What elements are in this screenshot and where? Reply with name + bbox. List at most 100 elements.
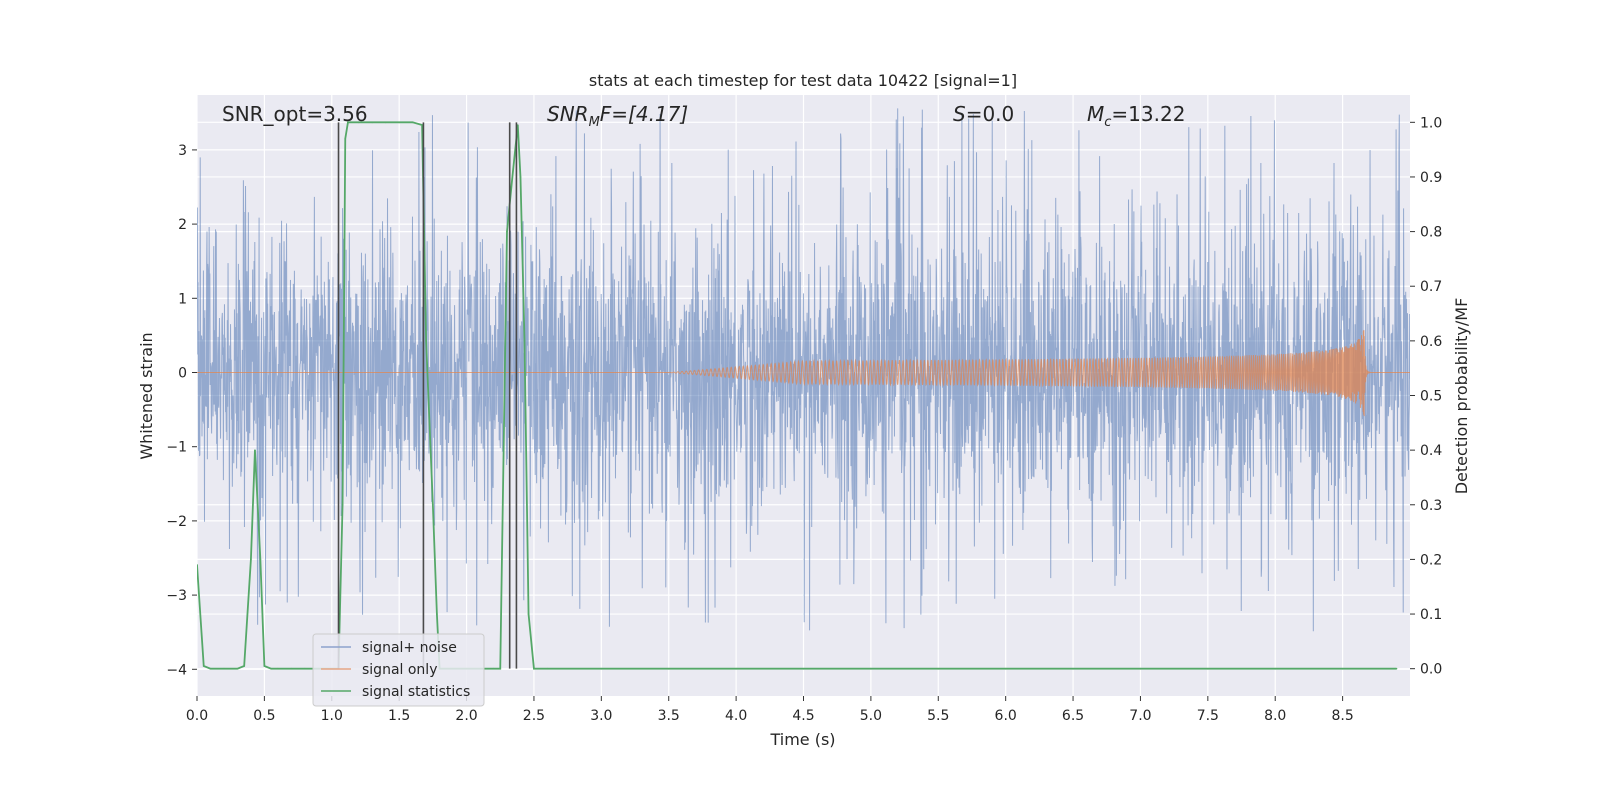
y-axis-label-right: Detection probability/MF: [1452, 298, 1471, 495]
statistics-point: [263, 665, 266, 667]
statistics-point: [254, 449, 256, 451]
statistics-point: [1395, 667, 1398, 670]
y-tick-label-right: 1.0: [1420, 115, 1442, 131]
y-tick-label-right: 0.9: [1420, 170, 1442, 186]
y-tick-label-left: 1: [178, 291, 187, 307]
y-tick-label-right: 0.0: [1420, 662, 1442, 678]
noise-trace: [197, 108, 1410, 632]
statistics-point: [735, 667, 737, 670]
statistics-point: [499, 667, 502, 670]
statistics-point: [519, 176, 522, 178]
y-tick-label-left: 3: [178, 143, 187, 159]
x-tick-label: 8.5: [1331, 708, 1353, 724]
legend-label-stats: signal statistics: [362, 684, 470, 700]
x-tick-label: 7.0: [1129, 708, 1151, 724]
statistics-point: [506, 230, 508, 233]
statistics-point: [277, 667, 279, 670]
x-tick-label: 1.0: [321, 708, 343, 724]
y-tick-label-right: 0.8: [1420, 225, 1442, 241]
y-tick-label-right: 0.2: [1420, 552, 1442, 568]
statistics-point: [432, 503, 434, 506]
statistics-point: [384, 121, 387, 124]
statistics-line: [197, 121, 1397, 670]
x-axis-label: Time (s): [769, 730, 835, 749]
statistics-point: [344, 137, 347, 140]
series-signal-statistics: [197, 121, 1398, 670]
snr-opt-annotation: SNR_opt=3.56: [222, 102, 368, 126]
statistics-point: [533, 667, 535, 670]
legend-label-signal: signal only: [362, 662, 437, 678]
statistics-point: [870, 667, 872, 670]
x-tick-label: 6.0: [995, 708, 1017, 724]
statistics-point: [546, 667, 549, 670]
x-tick-label: 2.5: [523, 708, 545, 724]
y-tick-label-left: −4: [166, 662, 187, 678]
statistics-point: [290, 667, 293, 670]
y-tick-label-right: 0.3: [1420, 498, 1442, 514]
chart-title: stats at each timestep for test data 104…: [589, 71, 1017, 90]
y-tick-label-left: −3: [166, 588, 187, 604]
statistics-point: [223, 667, 225, 670]
statistics-point: [600, 667, 603, 670]
series-signal-only: [197, 330, 1410, 417]
statistics-point: [236, 667, 239, 670]
legend-box: [312, 633, 485, 707]
y-axis-label-left: Whitened strain: [137, 332, 156, 459]
chirp-trace: [197, 330, 1410, 417]
x-tick-label: 4.5: [792, 708, 814, 724]
x-tick-label: 5.5: [927, 708, 949, 724]
x-tick-label: 2.0: [455, 708, 477, 724]
statistics-point: [243, 665, 245, 667]
statistics-point: [250, 558, 252, 561]
series-event-markers: [337, 122, 518, 669]
statistics-point: [523, 340, 526, 342]
x-tick-label: 0.0: [186, 708, 208, 724]
x-tick-label: 3.5: [658, 708, 680, 724]
series-signal-noise: [197, 108, 1410, 632]
snr-mf-annotation: SNRMF=[4.17]: [547, 102, 688, 130]
statistics-point: [1139, 667, 1142, 670]
statistics-point: [516, 124, 519, 126]
statistics-point: [209, 667, 212, 670]
statistics-point: [347, 121, 349, 124]
statistics-point: [492, 667, 495, 670]
statistics-point: [270, 667, 272, 670]
mc-annotation: Mc=13.22: [1087, 102, 1185, 130]
statistics-point: [341, 503, 344, 506]
y-tick-label-right: 0.7: [1420, 279, 1442, 295]
y-tick-label-right: 0.4: [1420, 443, 1442, 459]
y-tick-label-left: 0: [178, 365, 187, 381]
statistics-point: [421, 124, 423, 126]
x-tick-label: 7.5: [1197, 708, 1219, 724]
statistics-point: [304, 667, 306, 670]
statistics-point: [202, 665, 205, 667]
s-annotation: S=0.0: [953, 102, 1014, 126]
x-tick-label: 4.0: [725, 708, 747, 724]
statistics-point: [1004, 667, 1007, 670]
legend: signal+ noise signal only signal statist…: [312, 633, 485, 707]
statistics-point: [425, 340, 427, 342]
statistics-point: [527, 613, 530, 615]
x-tick-label: 6.5: [1062, 708, 1084, 724]
statistics-point: [398, 121, 400, 124]
statistics-point: [197, 564, 198, 566]
y-tick-label-right: 0.6: [1420, 334, 1442, 350]
x-tick-label: 5.0: [860, 708, 882, 724]
statistics-point: [436, 613, 438, 615]
statistics-point: [411, 121, 414, 124]
y-tick-label-left: 2: [178, 217, 187, 233]
x-tick-label: 0.5: [253, 708, 275, 724]
legend-label-noise: signal+ noise: [362, 640, 457, 656]
axes: 0.0 0.5 1.0 1.5 2.0 2.5 3.0 3.5 4.0 4.5 5.0 5.5 6.0 6…: [166, 115, 1442, 724]
y-tick-label-left: −1: [166, 440, 187, 456]
statistics-point: [259, 558, 262, 561]
statistics-point: [371, 121, 374, 124]
y-tick-label-right: 0.5: [1420, 389, 1442, 405]
x-tick-label: 3.0: [590, 708, 612, 724]
x-tick-label: 8.0: [1264, 708, 1286, 724]
y-tick-label-left: −2: [166, 514, 187, 530]
statistics-point: [1274, 667, 1277, 670]
data-layer: [197, 108, 1410, 670]
